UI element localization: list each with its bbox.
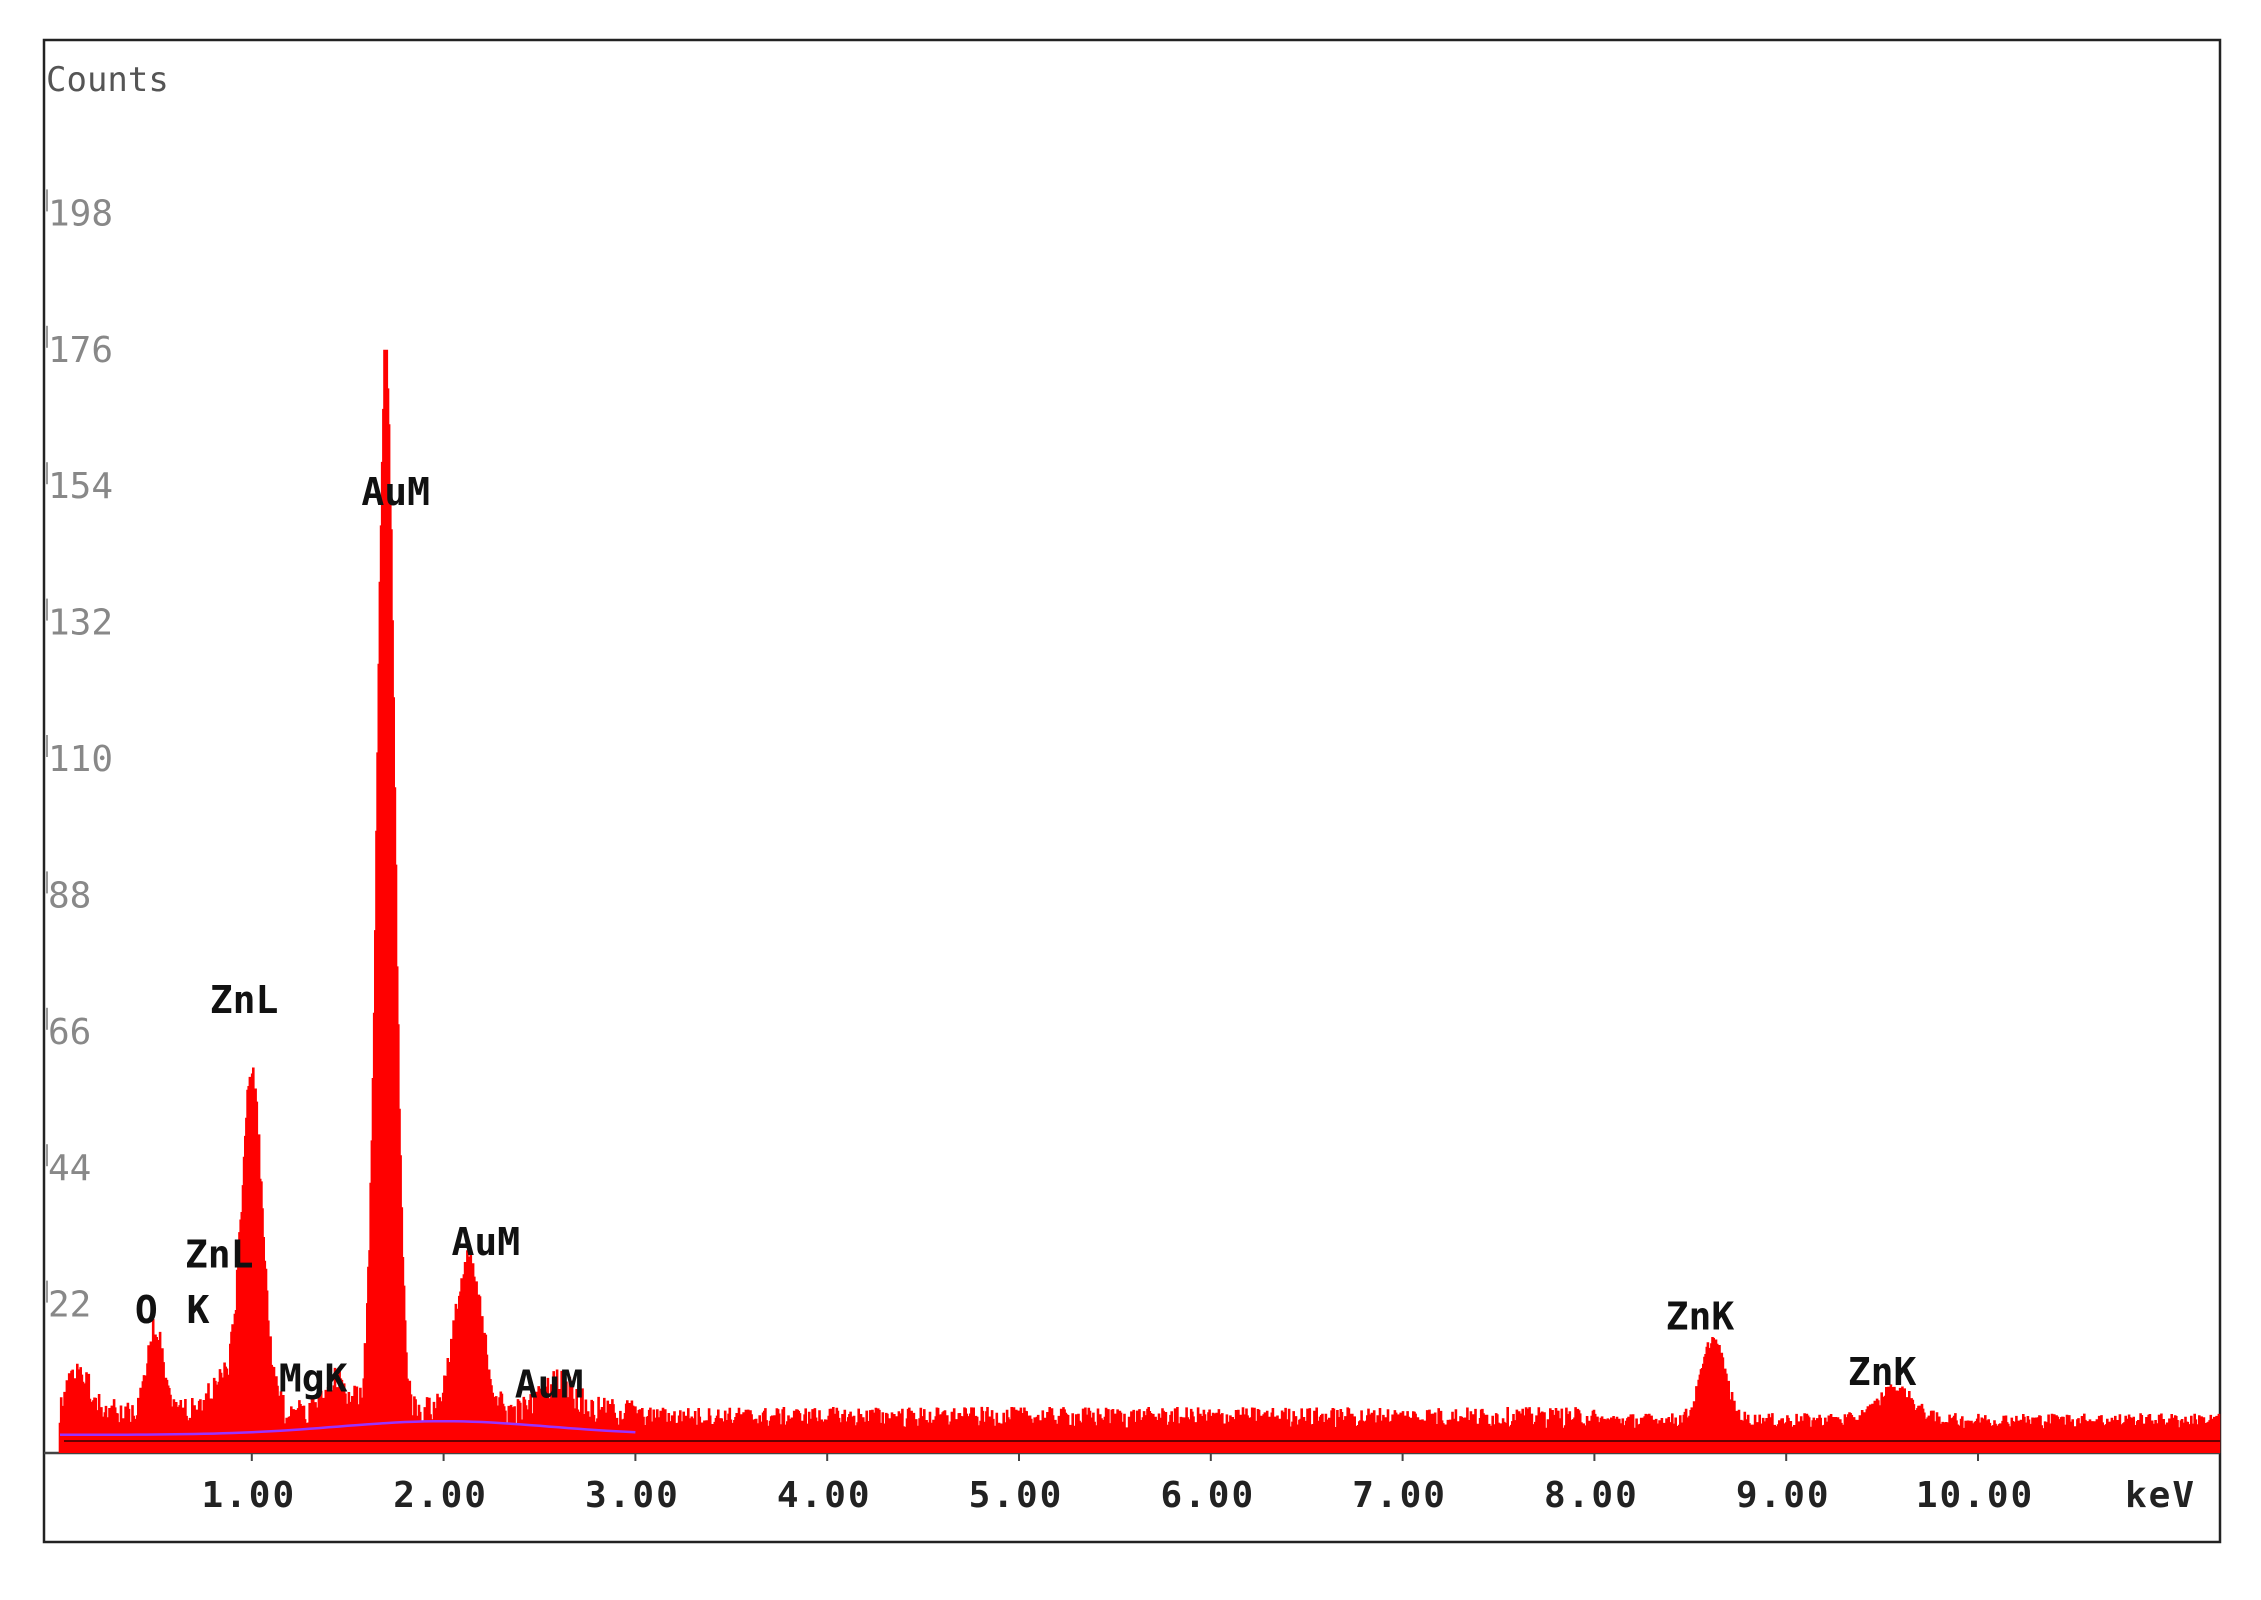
background-fit-curve bbox=[60, 1419, 636, 1437]
spectrum-trace bbox=[58, 349, 2221, 1453]
x-tick-label: 9.00 bbox=[1736, 1475, 1831, 1516]
peak-label-znk: ZnK bbox=[1666, 1294, 1735, 1338]
peak-label-o: O bbox=[135, 1288, 158, 1332]
spectrum-bars bbox=[58, 349, 2221, 1453]
y-tick-label: 198 bbox=[48, 193, 113, 234]
y-axis-ticks: 22 44 66 88 110 132 154 176 198 bbox=[46, 189, 113, 1326]
x-axis-ticks: 1.00 2.00 3.00 4.00 5.00 6.00 7.00 8.00 9.00 10.0… bbox=[201, 1445, 2034, 1516]
peak-label-aum: AuM bbox=[361, 470, 430, 514]
x-tick-label: 10.00 bbox=[1916, 1475, 2034, 1516]
peak-label-mgk: MgK bbox=[279, 1356, 348, 1400]
peak-label-znl: ZnL bbox=[210, 978, 279, 1022]
y-tick-label: 132 bbox=[48, 603, 113, 644]
y-tick-label: 176 bbox=[48, 330, 113, 371]
x-tick-label: 5.00 bbox=[969, 1475, 1064, 1516]
x-tick-label: 7.00 bbox=[1352, 1475, 1447, 1516]
y-tick-label: 154 bbox=[48, 466, 113, 507]
y-tick-label: 88 bbox=[48, 875, 91, 916]
peak-label-znk: ZnK bbox=[1848, 1350, 1917, 1394]
x-tick-label: 1.00 bbox=[201, 1475, 296, 1516]
peak-annotations: O K ZnL ZnL MgK AuM AuM AuM ZnK ZnK bbox=[135, 470, 1917, 1407]
x-tick-label: 4.00 bbox=[777, 1475, 872, 1516]
y-axis-label: Counts bbox=[46, 60, 169, 100]
chart-frame bbox=[42, 38, 2222, 1544]
peak-label-znl: ZnL bbox=[185, 1232, 254, 1276]
y-tick-label: 110 bbox=[48, 739, 113, 780]
peak-label-aum: AuM bbox=[515, 1363, 584, 1407]
x-tick-label: 2.00 bbox=[393, 1475, 488, 1516]
y-tick-label: 44 bbox=[48, 1148, 91, 1189]
x-axis-unit-label: keV bbox=[2125, 1475, 2196, 1516]
peak-label-k: K bbox=[187, 1288, 210, 1332]
y-tick-label: 22 bbox=[48, 1285, 91, 1326]
x-tick-label: 8.00 bbox=[1544, 1475, 1639, 1516]
y-tick-label: 66 bbox=[48, 1012, 91, 1053]
peak-label-aum: AuM bbox=[451, 1220, 520, 1264]
x-tick-label: 6.00 bbox=[1160, 1475, 1255, 1516]
x-tick-label: 3.00 bbox=[585, 1475, 680, 1516]
